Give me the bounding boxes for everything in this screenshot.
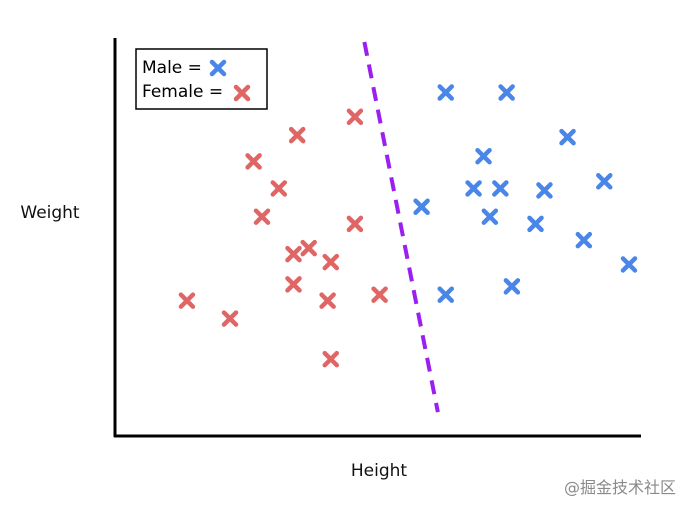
legend-marker-male-icon (209, 59, 227, 77)
data-point-male (559, 128, 576, 146)
data-point-female (285, 276, 302, 293)
data-point-male (465, 180, 482, 197)
data-point-female (346, 215, 364, 233)
legend-cross-female (233, 84, 251, 102)
data-point-female (253, 208, 271, 225)
data-point-male (413, 198, 430, 216)
data-point-female (178, 292, 196, 309)
legend: Male = Female = (135, 48, 268, 110)
data-point-female (319, 292, 336, 309)
data-point-male (481, 208, 499, 225)
data-point-male (437, 84, 454, 101)
watermark: @掘金技术社区 (564, 478, 676, 497)
data-point-male (527, 215, 544, 233)
data-point-male (475, 147, 492, 165)
data-point-female (285, 245, 302, 263)
data-point-male (575, 231, 593, 249)
data-point-male (536, 182, 553, 199)
data-point-male (437, 286, 454, 303)
data-point-female (221, 310, 239, 327)
legend-label-male: Male = (142, 58, 202, 78)
data-point-female (288, 126, 306, 144)
decision-boundary-line (362, 41, 440, 413)
data-point-female (300, 239, 317, 257)
y-axis-label: Weight (20, 203, 80, 223)
data-point-male (503, 278, 521, 295)
data-point-female (346, 108, 364, 126)
legend-marker-female-icon (233, 84, 251, 102)
data-point-male (620, 256, 638, 273)
x-axis-label: Height (351, 461, 408, 481)
data-point-female (322, 253, 340, 271)
data-point-female (270, 180, 288, 197)
decision-boundary-layer (362, 41, 440, 413)
data-point-male (498, 84, 515, 101)
legend-label-female: Female = (142, 82, 223, 102)
data-point-male (596, 173, 613, 190)
data-point-female (245, 153, 262, 170)
legend-cross-male (209, 59, 227, 77)
data-point-male (492, 180, 509, 197)
data-point-female (371, 286, 388, 303)
data-points-layer (178, 84, 638, 368)
data-point-female (322, 350, 340, 368)
